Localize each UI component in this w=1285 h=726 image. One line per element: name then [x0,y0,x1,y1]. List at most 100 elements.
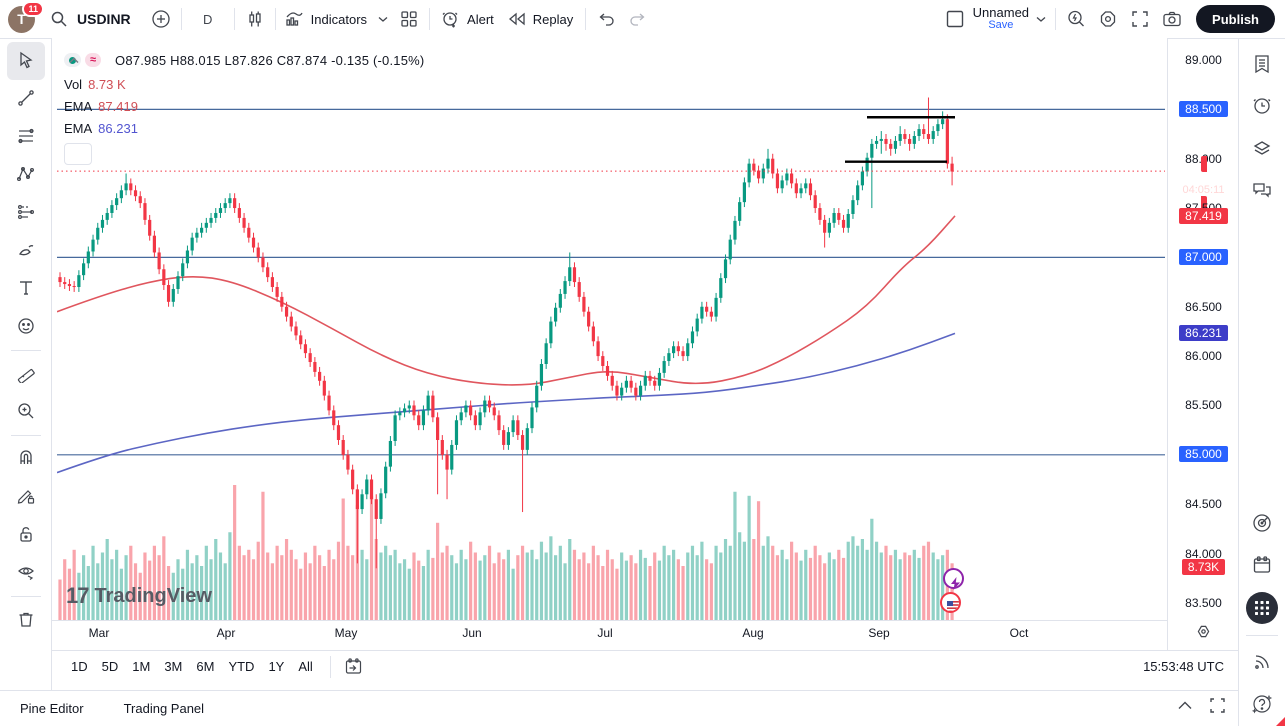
volume-bar [402,559,407,620]
candle-body [908,138,912,144]
quick-search-button[interactable] [1060,3,1092,35]
text-tool-button[interactable] [7,270,45,308]
fullscreen-button[interactable] [1124,3,1156,35]
streams-icon [1251,651,1273,676]
range-3m[interactable]: 3M [164,659,183,674]
alert-clock-icon [440,9,460,29]
user-avatar[interactable]: T 11 [8,0,44,33]
chart-style-button[interactable] [239,3,271,35]
watchlist-button[interactable] [1243,44,1281,86]
candlestick-chart[interactable] [57,45,1165,620]
help-button[interactable] [1243,684,1281,726]
approx-data-icon[interactable]: ≈ [85,53,102,67]
interval-button[interactable]: D [202,11,213,27]
us-flag-event-icon[interactable] [940,592,961,613]
symbol-name[interactable]: USDINR [77,11,131,27]
brush-tool-button[interactable] [7,232,45,270]
zoom-in-tool-button[interactable] [7,393,45,431]
drawing-mode-button[interactable] [7,478,45,516]
measure-tool-button[interactable] [7,355,45,393]
range-ytd[interactable]: YTD [228,659,255,674]
range-6m[interactable]: 6M [196,659,215,674]
flash-event-icon[interactable] [943,568,964,590]
candle-body [917,129,921,136]
volume-bar [719,552,723,620]
candle-body [275,287,279,297]
indicators-templates-button[interactable] [373,3,393,35]
fib-retracement-tool-button[interactable] [7,118,45,156]
candle-body [308,353,312,363]
layout-name-save[interactable]: Unnamed Save [973,6,1029,32]
apps-button[interactable] [1243,587,1281,629]
volume-bar [393,549,397,620]
save-button[interactable]: Save [988,19,1014,31]
candle-body [129,183,133,191]
alerts-panel-button[interactable] [1243,86,1281,128]
collapse-chevron-icon[interactable] [64,57,92,165]
panel-chevron-up-icon[interactable] [1178,698,1192,716]
magnet-mode-button[interactable] [7,440,45,478]
price-badge: 88.500 [1168,100,1239,117]
time-tick-label: Sep [868,626,890,640]
volume-bar [591,545,595,620]
pattern-tool-button[interactable] [7,156,45,194]
candle-body [322,380,326,396]
range-5d[interactable]: 5D [101,659,119,674]
candle-body [846,213,850,228]
panel-maximize-icon[interactable] [1210,698,1225,716]
volume-bar [837,549,841,620]
ema-fast-line[interactable] [57,215,956,386]
range-1y[interactable]: 1Y [268,659,285,674]
price-axis[interactable]: 89.00088.50088.00087.87404:05:1187.50087… [1167,38,1239,650]
snapshot-button[interactable] [1156,3,1188,35]
ema-slow-line[interactable] [57,332,956,474]
go-to-date-button[interactable] [341,654,367,680]
candle-body [185,250,190,264]
hide-drawings-button[interactable] [7,554,45,592]
layout-menu-button[interactable] [1031,3,1051,35]
volume-bar [275,545,279,620]
settings-button[interactable] [1092,3,1124,35]
indicators-button[interactable]: Indicators [280,3,373,35]
symbol-search-button[interactable] [43,3,75,35]
replay-button[interactable]: Replay [502,3,581,35]
tab-pine-editor[interactable]: Pine Editor [20,701,84,716]
layout-name-label: Unnamed [972,5,1030,20]
volume-bar [242,555,246,620]
volume-bar [780,549,784,620]
candle-body [714,297,718,317]
undo-button[interactable] [590,3,622,35]
layout-grid-button[interactable] [393,3,425,35]
remove-drawings-button[interactable] [7,601,45,639]
volume-bar [889,555,893,620]
object-tree-button[interactable] [1243,128,1281,170]
resize-corner[interactable] [1276,717,1285,726]
tab-trading-panel[interactable]: Trading Panel [123,701,205,716]
calendar-button[interactable] [1243,545,1281,587]
volume-bar [308,563,312,620]
chart-plot[interactable]: ≈ O87.985 H88.015 L87.826 C87.874 -0.135… [52,38,1167,620]
time-axis[interactable]: Mar Apr May Jun Jul Aug Sep Oct [52,620,1167,651]
range-all[interactable]: All [298,659,313,674]
volume-bar [369,495,374,620]
alert-button[interactable]: Alert [434,3,502,35]
clock-utc[interactable]: 15:53:48 UTC [1143,659,1224,674]
redo-button[interactable] [622,3,654,35]
emoji-tool-button[interactable] [7,308,45,346]
lock-drawings-button[interactable] [7,516,45,554]
axis-gear-icon[interactable] [1195,623,1212,643]
range-1d[interactable]: 1D [71,659,88,674]
layout-select-button[interactable] [939,3,971,35]
streams-button[interactable] [1243,642,1281,684]
scanner-button[interactable] [1243,503,1281,545]
candle-body [511,420,515,433]
range-1m[interactable]: 1M [132,659,151,674]
ema-slow-legend: EMA 86.231 [64,117,584,139]
chat-button[interactable] [1243,170,1281,212]
chart-legend: ≈ O87.985 H88.015 L87.826 C87.874 -0.135… [64,50,584,165]
compare-add-button[interactable] [145,3,177,35]
publish-button[interactable]: Publish [1196,5,1275,33]
cursor-tool-button[interactable] [6,42,45,80]
trend-line-tool-button[interactable] [7,80,45,118]
forecast-tool-button[interactable] [7,194,45,232]
